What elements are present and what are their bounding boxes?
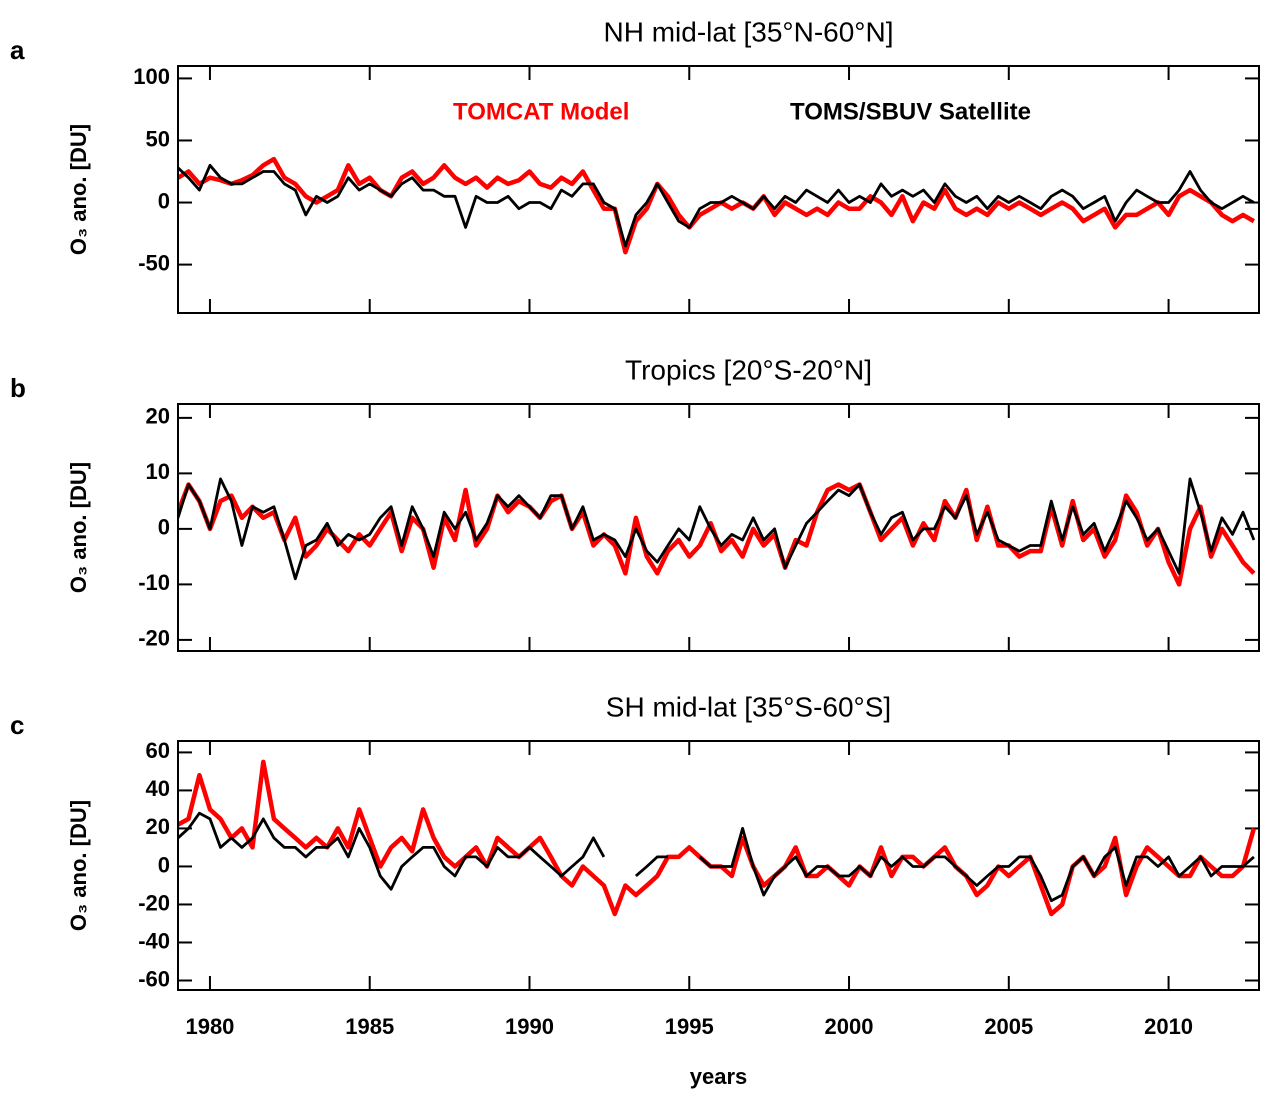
panel-label: a bbox=[10, 35, 25, 65]
y-tick-label: 60 bbox=[146, 738, 170, 763]
y-tick-label: -20 bbox=[138, 890, 170, 915]
plot-frame bbox=[177, 65, 1260, 314]
y-tick-label: -40 bbox=[138, 928, 170, 953]
series-line bbox=[178, 482, 1256, 587]
series-line bbox=[178, 163, 1255, 248]
y-axis-label: O₃ ano. [DU] bbox=[66, 462, 91, 593]
panel-title: NH mid-lat [35°N-60°N] bbox=[603, 16, 893, 47]
y-tick-label: 20 bbox=[146, 814, 170, 839]
series-line bbox=[178, 811, 1255, 903]
y-axis-label: O₃ ano. [DU] bbox=[66, 800, 91, 931]
y-tick-label: 0 bbox=[158, 515, 170, 540]
y-axis-label: O₃ ano. [DU] bbox=[66, 124, 91, 255]
y-tick-label: -50 bbox=[138, 250, 170, 275]
y-tick-label: 40 bbox=[146, 776, 170, 801]
y-tick-label: -10 bbox=[138, 570, 170, 595]
y-tick-label: 10 bbox=[146, 459, 170, 484]
panel-label: b bbox=[10, 373, 26, 403]
y-tick-label: 0 bbox=[158, 852, 170, 877]
y-tick-label: -60 bbox=[138, 966, 170, 991]
x-tick-label: 2000 bbox=[825, 1014, 874, 1039]
x-tick-label: 2010 bbox=[1144, 1014, 1193, 1039]
x-axis-label: years bbox=[690, 1064, 748, 1089]
y-tick-label: -20 bbox=[138, 626, 170, 651]
legend-entry: TOMCAT Model bbox=[453, 98, 629, 125]
y-tick-label: 0 bbox=[158, 188, 170, 213]
panel-label: c bbox=[10, 710, 24, 740]
x-tick-label: 2005 bbox=[984, 1014, 1033, 1039]
y-tick-label: 100 bbox=[133, 64, 170, 89]
series-line bbox=[178, 156, 1256, 255]
x-tick-label: 1980 bbox=[185, 1014, 234, 1039]
y-tick-label: 20 bbox=[146, 404, 170, 429]
plot-frame bbox=[177, 403, 1260, 652]
y-tick-label: 50 bbox=[146, 126, 170, 151]
series-line bbox=[178, 477, 1256, 581]
panel-title: Tropics [20°S-20°N] bbox=[625, 354, 872, 385]
panel-title: SH mid-lat [35°S-60°S] bbox=[606, 691, 891, 722]
x-tick-label: 1985 bbox=[345, 1014, 394, 1039]
x-tick-label: 1990 bbox=[505, 1014, 554, 1039]
legend-entry: TOMS/SBUV Satellite bbox=[790, 98, 1031, 125]
plot-frame bbox=[177, 740, 1260, 991]
x-tick-label: 1995 bbox=[665, 1014, 714, 1039]
